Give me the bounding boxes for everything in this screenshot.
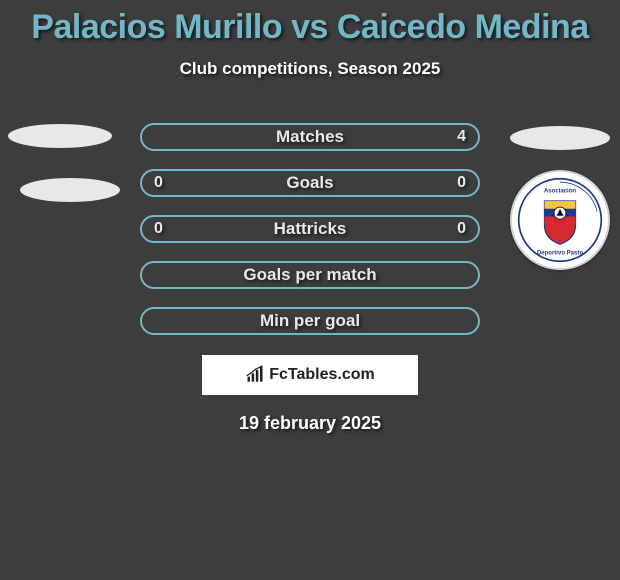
stat-label: Goals per match <box>243 265 376 285</box>
stat-label: Goals <box>286 173 333 193</box>
svg-text:Asociación: Asociación <box>544 188 576 194</box>
bar-chart-icon <box>245 365 265 385</box>
comparison-date: 19 february 2025 <box>0 413 620 434</box>
stat-right-value: 4 <box>457 128 466 146</box>
stat-label: Matches <box>276 127 344 147</box>
club-badge-pasto: Asociación Deportivo Pasto <box>510 170 610 270</box>
stat-row-min-per-goal: Min per goal <box>140 307 480 335</box>
stat-row-goals-per-match: Goals per match <box>140 261 480 289</box>
club-crest-icon: Asociación Deportivo Pasto <box>517 177 603 263</box>
player-right-photo-placeholder <box>510 126 610 150</box>
stat-right-value: 0 <box>457 220 466 238</box>
stat-row-matches: Matches 4 <box>140 123 480 151</box>
svg-text:Deportivo Pasto: Deportivo Pasto <box>537 250 583 256</box>
stat-label: Min per goal <box>260 311 360 331</box>
stat-right-value: 0 <box>457 174 466 192</box>
stat-label: Hattricks <box>274 219 347 239</box>
comparison-title: Palacios Murillo vs Caicedo Medina <box>0 0 620 47</box>
player-left-photo-placeholder-1 <box>8 124 112 148</box>
stat-row-hattricks: 0 Hattricks 0 <box>140 215 480 243</box>
watermark-text: FcTables.com <box>269 366 375 384</box>
watermark-banner: FcTables.com <box>202 355 418 395</box>
stat-row-goals: 0 Goals 0 <box>140 169 480 197</box>
stat-left-value: 0 <box>154 174 163 192</box>
comparison-subtitle: Club competitions, Season 2025 <box>0 59 620 79</box>
player-left-photo-placeholder-2 <box>20 178 120 202</box>
stat-left-value: 0 <box>154 220 163 238</box>
